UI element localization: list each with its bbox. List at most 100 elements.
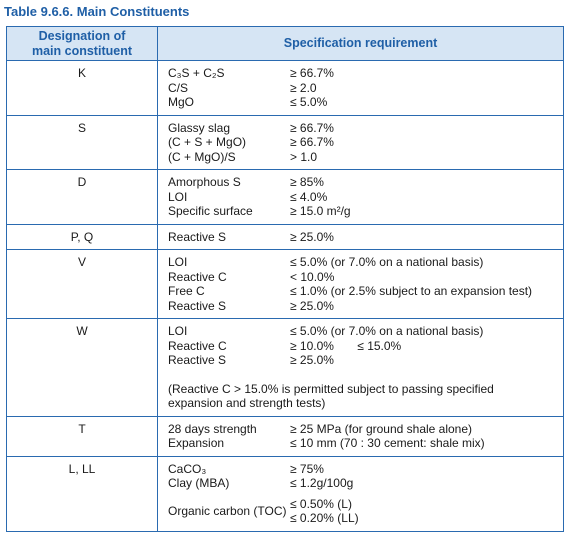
property: Specific surface [168,204,253,218]
table-body: K C₃S + C₂S ≥ 66.7% C/S ≥ 2.0 MgO ≤ 5.0% S Glass… [6,60,564,532]
requirement: ≤ 10 mm (70 : 30 cement: shale mix) [290,436,485,450]
requirement: ≥ 66.7% [290,120,334,135]
property: Reactive S [168,353,227,367]
spec-line: MgO ≤ 5.0% [158,95,563,110]
spec-line: (C + S + MgO) ≥ 66.7% [158,135,563,150]
designation-cell: S [6,114,158,170]
property: LOI [168,189,188,204]
spec-line: (C + MgO)/S > 1.0 [158,150,563,165]
designation-cell: W [6,318,158,417]
property: Clay (MBA) [168,476,230,490]
spec-line: Reactive C ≥ 10.0% ≤ 15.0% [158,339,563,354]
spec-line: Organic carbon (TOC) ≤ 0.50% (L) ≤ 0.20% (… [158,497,563,526]
note: (Reactive C > 15.0% is permitted subject… [168,381,494,411]
specification-cell: C₃S + C₂S ≥ 66.7% C/S ≥ 2.0 MgO ≤ 5.0% [157,60,564,116]
requirement: ≤ 1.0% (or 2.5% subject to an expansion … [290,284,533,298]
property: Organic carbon (TOC) [168,503,287,518]
header-cell: Specification requirement [157,26,564,61]
requirement: ≥ 10.0% ≤ 15.0% [290,338,402,353]
designation-cell: T [6,415,158,457]
property: Reactive C [168,338,227,353]
specification-cell: Amorphous S ≥ 85% LOI ≤ 4.0% Specific surfac… [157,169,564,225]
property: Reactive C [168,269,227,284]
designation-cell: K [6,60,158,116]
spec-line: Specific surface ≥ 15.0 m²/g [158,204,563,219]
table-row: V LOI ≤ 5.0% (or 7.0% on a national basis)… [6,249,564,319]
requirement: ≤ 5.0% [290,95,328,109]
spec-line: Clay (MBA) ≤ 1.2g/100g [158,476,563,491]
property: Free C [168,284,205,298]
table-row: S Glassy slag ≥ 66.7% (C + S + MgO) ≥ 66.7%(… [6,114,564,170]
requirement: ≥ 15.0 m²/g [290,204,351,218]
table-row: P, Q Reactive S ≥ 25.0% [6,223,564,250]
header-row: Designation of main constituent Specific… [6,26,564,61]
header-cell: Designation of main constituent [6,26,158,61]
requirement: ≤ 1.2g/100g [290,476,354,490]
designation-cell: L, LL [6,455,158,532]
property: 28 days strength [168,421,257,436]
requirement-group: ≤ 0.50% (L) ≤ 0.20% (LL) [290,497,563,526]
requirement: < 10.0% [290,269,335,284]
spec-line: Amorphous S ≥ 85% [158,175,563,190]
specification-cell: LOI ≤ 5.0% (or 7.0% on a national basis) R… [157,318,564,417]
property: C₃S + C₂S [168,66,225,80]
table-row: K C₃S + C₂S ≥ 66.7% C/S ≥ 2.0 MgO ≤ 5.0% [6,60,564,116]
designation-cell: P, Q [6,223,158,250]
property: LOI [168,324,188,338]
property: (C + MgO)/S [168,149,236,164]
requirement: ≥ 25.0% [290,229,334,244]
spec-line: Reactive S ≥ 25.0% [158,299,563,314]
requirement: ≤ 5.0% (or 7.0% on a national basis) [290,324,484,338]
property: Expansion [168,436,225,450]
table-row: L, LL CaCO₃ ≥ 75% Clay (MBA) ≤ 1.2g/100g Orga… [6,455,564,532]
spec-line: C₃S + C₂S ≥ 66.7% [158,66,563,81]
spec-line: Reactive S ≥ 25.0% [158,353,563,368]
table-row: D Amorphous S ≥ 85% LOI ≤ 4.0% Specific surfa… [6,169,564,225]
requirement: ≥ 85% [290,175,324,189]
property: MgO [168,95,195,109]
table-row: T 28 days strength ≥ 25 MPa (for ground sh… [6,415,564,457]
spec-line: LOI ≤ 4.0% [158,190,563,205]
specification-cell: Glassy slag ≥ 66.7% (C + S + MgO) ≥ 66.7% (C… [157,114,564,170]
specification-cell: Reactive S ≥ 25.0% [157,223,564,250]
requirement: ≥ 25.0% [290,298,334,313]
requirement: ≥ 75% [290,461,324,476]
spec-line: 28 days strength ≥ 25 MPa (for ground sha… [158,422,563,437]
property: Reactive S [168,229,227,244]
designation-cell: V [6,249,158,319]
property: (C + S + MgO) [168,135,247,149]
requirement: ≤ 0.50% (L) [290,496,352,511]
requirement: ≥ 66.7% [290,135,334,149]
spec-line: C/S ≥ 2.0 [158,81,563,96]
requirement: ≥ 66.7% [290,66,334,80]
requirement: > 1.0 [290,149,318,164]
spec-line: LOI ≤ 5.0% (or 7.0% on a national basis) [158,324,563,339]
spec-line: CaCO₃ ≥ 75% [158,462,563,477]
property: Reactive S [168,298,227,313]
table: Designation of main constituent Specific… [6,26,564,532]
property: Glassy slag [168,120,231,135]
spec-line: Free C ≤ 1.0% (or 2.5% subject to an expa… [158,284,563,299]
spec-line: Glassy slag ≥ 66.7% [158,121,563,136]
spec-line: Reactive C < 10.0% [158,270,563,285]
specification-cell: CaCO₃ ≥ 75% Clay (MBA) ≤ 1.2g/100g Organic c… [157,455,564,532]
spec-line: LOI ≤ 5.0% (or 7.0% on a national basis) [158,255,563,270]
specification-cell: 28 days strength ≥ 25 MPa (for ground sha… [157,415,564,457]
requirement: ≥ 2.0 [290,80,317,95]
table-row: W LOI ≤ 5.0% (or 7.0% on a national basis)… [6,318,564,417]
requirement: ≥ 25 MPa (for ground shale alone) [290,421,473,436]
property: C/S [168,80,189,95]
requirement: ≤ 0.20% (LL) [290,511,359,525]
requirement: ≤ 5.0% (or 7.0% on a national basis) [290,255,484,269]
specification-cell: LOI ≤ 5.0% (or 7.0% on a national basis) R… [157,249,564,319]
spec-line: Expansion ≤ 10 mm (70 : 30 cement: shale … [158,436,563,451]
spec-line: Reactive S ≥ 25.0% [158,230,563,245]
property: LOI [168,255,188,269]
property: Amorphous S [168,175,241,189]
requirement: ≤ 4.0% [290,189,328,204]
designation-cell: D [6,169,158,225]
property: CaCO₃ [168,461,207,476]
requirement: ≥ 25.0% [290,353,334,367]
table-title: Table 9.6.6. Main Constituents [4,4,190,19]
